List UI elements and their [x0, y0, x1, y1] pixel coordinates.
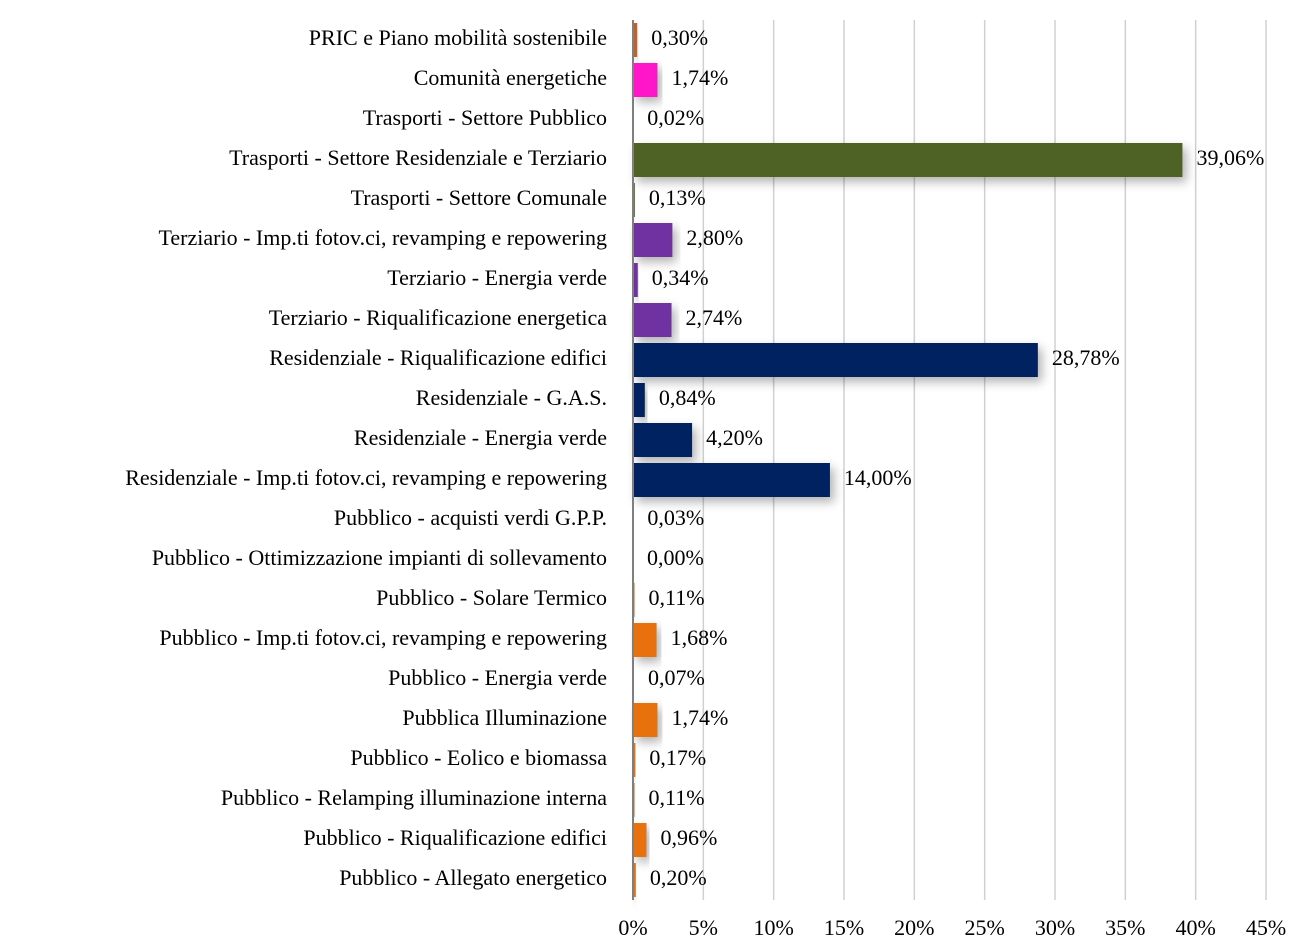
category-label: Pubblica Illuminazione [402, 705, 607, 730]
category-label: Comunità energetiche [414, 65, 607, 90]
bar [633, 63, 658, 97]
x-tick-label: 0% [618, 915, 647, 940]
value-label: 0,30% [651, 25, 708, 50]
value-label: 1,68% [671, 625, 728, 650]
bar [633, 263, 638, 297]
value-label: 0,96% [661, 825, 718, 850]
value-label: 0,03% [647, 505, 704, 530]
category-label: Pubblico - Allegato energetico [339, 865, 607, 890]
category-label: Residenziale - Energia verde [354, 425, 607, 450]
value-label: 0,13% [649, 185, 706, 210]
category-label: Trasporti - Settore Residenziale e Terzi… [229, 145, 607, 170]
x-tick-label: 40% [1176, 915, 1216, 940]
category-label: Residenziale - Imp.ti fotov.ci, revampin… [125, 465, 607, 490]
category-label: Trasporti - Settore Comunale [351, 185, 607, 210]
value-label: 4,20% [706, 425, 763, 450]
x-tick-label: 5% [689, 915, 718, 940]
value-label: 28,78% [1052, 345, 1120, 370]
bar [633, 423, 693, 457]
bar [633, 343, 1038, 377]
value-label: 14,00% [844, 465, 912, 490]
value-label: 2,80% [686, 225, 743, 250]
category-label: Pubblico - Energia verde [388, 665, 607, 690]
value-label: 2,74% [686, 305, 743, 330]
bar [633, 823, 647, 857]
category-label: Residenziale - G.A.S. [416, 385, 607, 410]
category-label: Pubblico - Eolico e biomassa [350, 745, 607, 770]
category-label: Pubblico - Relamping illuminazione inter… [221, 785, 607, 810]
value-label: 0,17% [649, 745, 706, 770]
category-label: Pubblico - acquisti verdi G.P.P. [334, 505, 607, 530]
x-tick-label: 45% [1246, 915, 1286, 940]
category-label: Pubblico - Riqualificazione edifici [303, 825, 607, 850]
category-label: Pubblico - Solare Termico [376, 585, 607, 610]
bar [633, 463, 830, 497]
category-label: Trasporti - Settore Pubblico [363, 105, 607, 130]
category-label: Terziario - Imp.ti fotov.ci, revamping e… [159, 225, 607, 250]
category-label: Pubblico - Ottimizzazione impianti di so… [152, 545, 607, 570]
bar [633, 623, 657, 657]
value-label: 0,34% [652, 265, 709, 290]
value-label: 0,02% [647, 105, 704, 130]
bar [633, 303, 672, 337]
category-label: Residenziale - Riqualificazione edifici [269, 345, 607, 370]
value-label: 0,00% [647, 545, 704, 570]
value-label: 0,20% [650, 865, 707, 890]
x-tick-label: 25% [965, 915, 1005, 940]
x-tick-label: 15% [824, 915, 864, 940]
x-tick-label: 10% [754, 915, 794, 940]
value-label: 1,74% [671, 705, 728, 730]
category-label: Terziario - Energia verde [387, 265, 607, 290]
value-label: 0,11% [649, 785, 705, 810]
bar [633, 863, 636, 897]
value-label: 0,07% [648, 665, 705, 690]
bar [633, 223, 673, 257]
value-label: 39,06% [1196, 145, 1264, 170]
bar [633, 383, 645, 417]
category-label: Terziario - Riqualificazione energetica [269, 305, 607, 330]
bar [633, 743, 636, 777]
value-label: 1,74% [671, 65, 728, 90]
category-label: Pubblico - Imp.ti fotov.ci, revamping e … [159, 625, 607, 650]
x-tick-label: 35% [1105, 915, 1145, 940]
x-tick-label: 20% [894, 915, 934, 940]
bar [633, 23, 638, 57]
category-label: PRIC e Piano mobilità sostenibile [309, 25, 607, 50]
value-label: 0,84% [659, 385, 716, 410]
bar [633, 143, 1183, 177]
bar [633, 703, 658, 737]
x-tick-label: 30% [1035, 915, 1075, 940]
value-label: 0,11% [649, 585, 705, 610]
